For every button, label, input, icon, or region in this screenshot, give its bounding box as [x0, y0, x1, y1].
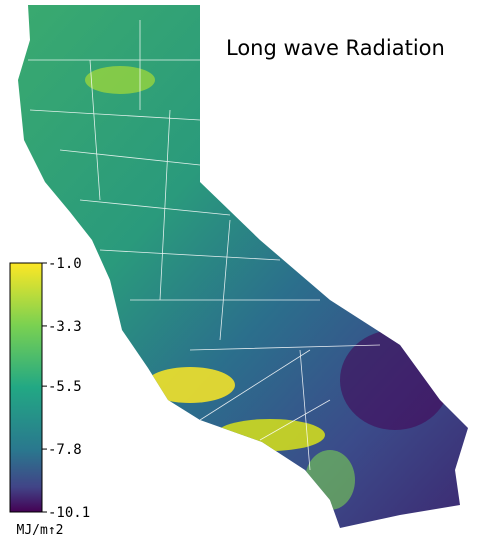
colorbar-ticks: -1.0 -3.3 -5.5 -7.8 -10.1	[42, 256, 90, 521]
low-region	[340, 330, 450, 430]
high-region	[215, 419, 325, 451]
colorbar-tick-label: -10.1	[48, 505, 90, 521]
colorbar-tick-label: -5.5	[48, 379, 82, 395]
colorbar-tick-label: -1.0	[48, 256, 82, 272]
colorbar	[9, 262, 43, 513]
map-title: Long wave Radiation	[226, 36, 445, 60]
colorbar-tick-label: -3.3	[48, 319, 82, 335]
high-region	[145, 367, 235, 403]
county-lines	[28, 20, 381, 471]
colorbar-tick-label: -7.8	[48, 442, 82, 458]
high-region	[85, 66, 155, 94]
colorbar-unit: MJ/m↑2	[17, 523, 64, 538]
high-region	[305, 450, 355, 510]
